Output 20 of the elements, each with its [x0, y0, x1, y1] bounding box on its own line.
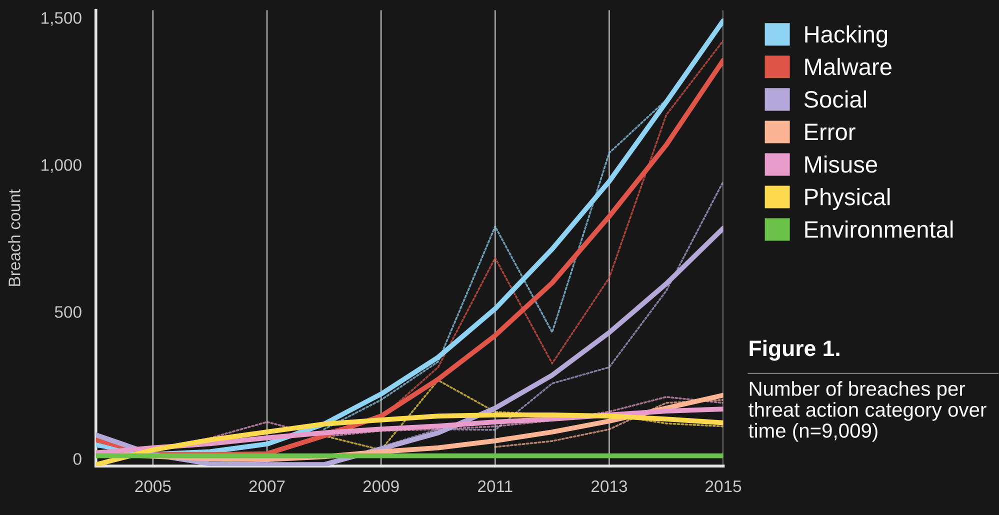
x-tick-label: 2015	[706, 480, 742, 492]
x-tick-label: 2013	[592, 480, 628, 492]
y-tick-label: 0	[73, 453, 82, 465]
legend-label: Malware	[805, 58, 892, 76]
x-tick-label: 2007	[249, 480, 285, 492]
y-axis-title: Breach count	[8, 189, 20, 286]
y-tick-label: 500	[54, 306, 82, 318]
y-tick-label: 1,000	[42, 159, 82, 173]
legend-label: Environmental	[805, 220, 953, 238]
y-tick-label: 1,500	[42, 12, 82, 26]
text: Number of breaches per threat action category over time (n=9,009)	[748, 381, 986, 442]
x-tick-label: 2009	[363, 480, 399, 492]
legend-label: Error	[805, 124, 856, 140]
legend-label: Physical	[805, 188, 890, 210]
legend-label: Hacking	[805, 25, 888, 48]
legend-label: Misuse	[805, 155, 878, 173]
x-tick-label: 2011	[478, 480, 512, 492]
legend-label: Social	[804, 90, 866, 108]
x-tick-label: 2005	[135, 480, 171, 492]
caption: Figure 1.	[750, 340, 840, 361]
